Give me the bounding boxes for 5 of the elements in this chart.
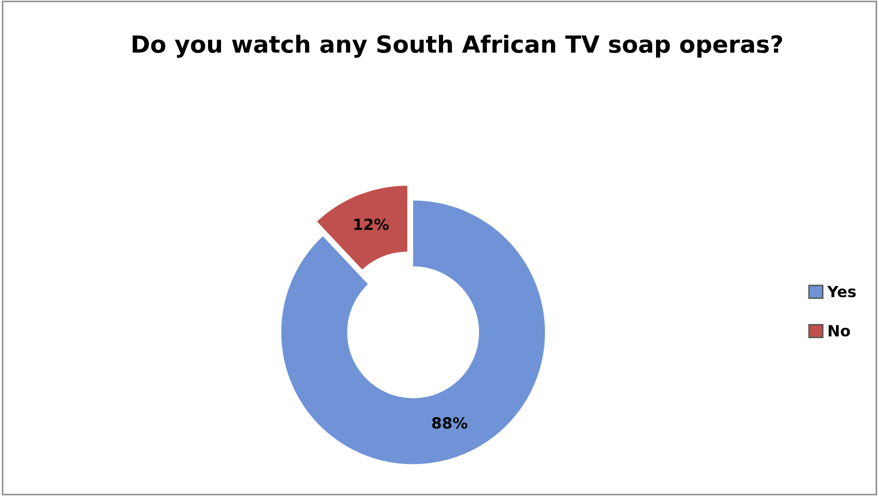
data-label: 88% — [432, 417, 468, 429]
data-label: 12% — [354, 218, 389, 230]
legend-label: Yes — [827, 286, 856, 298]
legend-label: No — [828, 325, 850, 337]
chart-title: Do you watch any South African TV soap operas? — [132, 34, 782, 58]
